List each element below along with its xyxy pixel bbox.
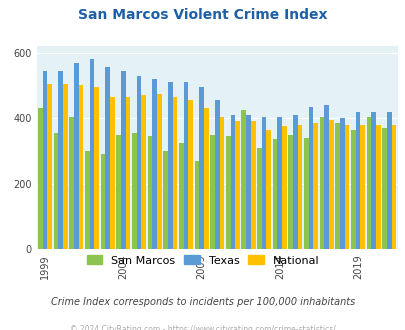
Bar	[230, 115, 234, 249]
Text: San Marcos Violent Crime Index: San Marcos Violent Crime Index	[78, 8, 327, 22]
Bar	[203, 108, 208, 249]
Bar	[261, 116, 266, 249]
Bar	[152, 79, 157, 249]
Bar	[100, 154, 105, 249]
Bar	[214, 100, 219, 249]
Bar	[210, 135, 214, 249]
Bar	[163, 151, 168, 249]
Bar	[132, 133, 136, 249]
Bar	[63, 84, 68, 249]
Bar	[335, 123, 339, 249]
Bar	[281, 126, 286, 249]
Bar	[116, 135, 121, 249]
Bar	[110, 97, 115, 249]
Bar	[381, 128, 386, 249]
Bar	[308, 107, 313, 249]
Bar	[319, 116, 324, 249]
Bar	[328, 120, 333, 249]
Bar	[194, 161, 199, 249]
Bar	[391, 125, 395, 249]
Bar	[53, 133, 58, 249]
Bar	[199, 87, 203, 249]
Bar	[69, 116, 74, 249]
Bar	[375, 125, 380, 249]
Bar	[172, 97, 177, 249]
Bar	[313, 123, 318, 249]
Bar	[179, 143, 183, 249]
Bar	[288, 135, 292, 249]
Bar	[339, 118, 344, 249]
Bar	[366, 116, 371, 249]
Bar	[234, 121, 239, 249]
Bar	[126, 97, 130, 249]
Bar	[225, 136, 230, 249]
Bar	[303, 138, 308, 249]
Bar	[266, 130, 271, 249]
Bar	[241, 110, 245, 249]
Bar	[168, 82, 172, 249]
Bar	[344, 125, 349, 249]
Bar	[350, 130, 355, 249]
Bar	[141, 95, 146, 249]
Bar	[324, 105, 328, 249]
Bar	[183, 82, 188, 249]
Text: Crime Index corresponds to incidents per 100,000 inhabitants: Crime Index corresponds to incidents per…	[51, 297, 354, 307]
Bar	[47, 84, 52, 249]
Bar	[297, 125, 302, 249]
Bar	[43, 71, 47, 249]
Legend: San Marcos, Texas, National: San Marcos, Texas, National	[82, 251, 323, 270]
Bar	[79, 85, 83, 249]
Bar	[90, 59, 94, 249]
Bar	[85, 151, 90, 249]
Bar	[256, 148, 261, 249]
Bar	[386, 112, 391, 249]
Bar	[250, 121, 255, 249]
Bar	[355, 112, 360, 249]
Bar	[360, 125, 364, 249]
Bar	[38, 108, 43, 249]
Bar	[121, 71, 126, 249]
Bar	[74, 63, 79, 249]
Bar	[272, 140, 277, 249]
Bar	[58, 71, 63, 249]
Bar	[371, 112, 375, 249]
Bar	[277, 116, 281, 249]
Bar	[292, 115, 297, 249]
Bar	[136, 76, 141, 249]
Text: © 2024 CityRating.com - https://www.cityrating.com/crime-statistics/: © 2024 CityRating.com - https://www.city…	[70, 325, 335, 330]
Bar	[94, 87, 99, 249]
Bar	[219, 116, 224, 249]
Bar	[157, 94, 161, 249]
Bar	[188, 100, 192, 249]
Bar	[245, 115, 250, 249]
Bar	[105, 67, 110, 249]
Bar	[147, 136, 152, 249]
